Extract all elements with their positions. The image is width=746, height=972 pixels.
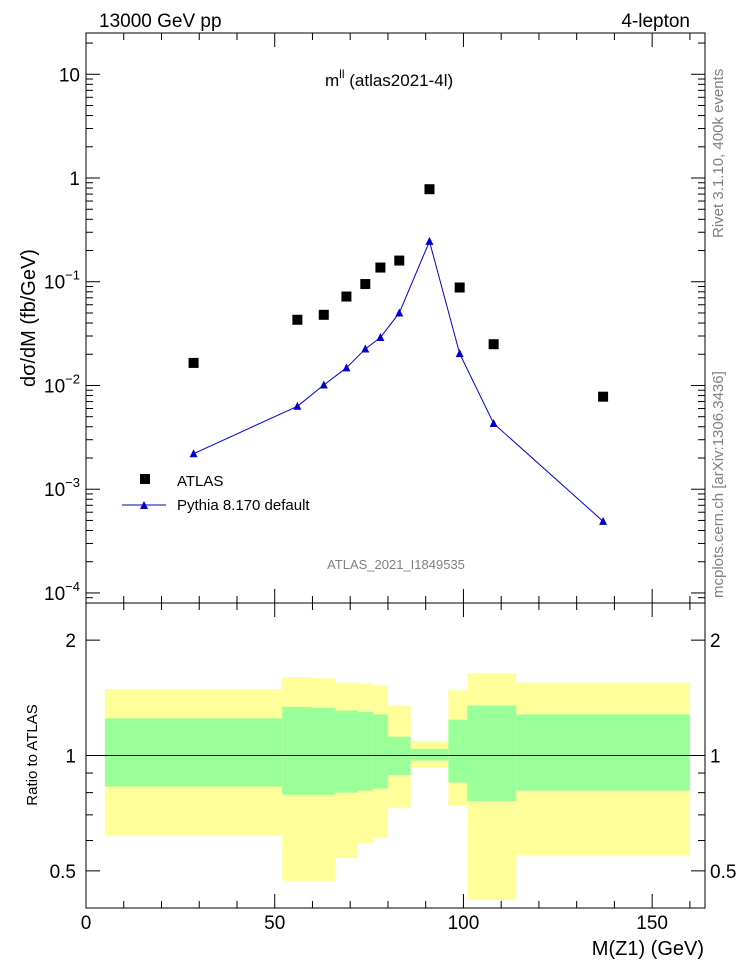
atlas-point xyxy=(360,279,371,290)
atlas-point xyxy=(375,262,386,273)
ratio-ytick-label-right: 2 xyxy=(710,631,721,652)
ratio-ytick-label-left: 0.5 xyxy=(50,862,76,883)
main-ytick-label: 10 xyxy=(59,65,80,86)
pythia-point xyxy=(376,333,385,342)
legend: ATLAS Pythia 8.170 default xyxy=(122,473,310,514)
atlas-point xyxy=(488,339,499,350)
header-right: 4-lepton xyxy=(621,11,690,32)
atlas-point xyxy=(292,314,303,325)
main-ylabel: dσ/dM (fb/GeV) xyxy=(18,249,40,387)
main-ytick-label: 10−4 xyxy=(44,579,80,605)
legend-atlas-label: ATLAS xyxy=(177,473,223,490)
legend-pythia-marker xyxy=(140,501,148,509)
pythia-point xyxy=(189,449,198,458)
atlas-point xyxy=(598,391,609,402)
pythia-point xyxy=(293,401,302,410)
pythia-point xyxy=(425,236,434,245)
ratio-band-green xyxy=(467,705,517,802)
main-panel: 10 1 10−1 10−2 10−3 10−4 dσ/dM (fb/GeV) mll (… xyxy=(18,32,706,617)
atlas-point xyxy=(394,255,405,266)
ratio-band-green xyxy=(335,710,358,793)
atlas-point xyxy=(424,184,435,195)
rivet-label: Rivet 3.1.10, 400k events xyxy=(710,69,727,238)
ratio-ytick-label-left: 1 xyxy=(65,747,76,768)
ratio-band-green xyxy=(448,719,468,783)
atlas-point xyxy=(454,282,465,293)
legend-atlas-marker xyxy=(140,474,150,484)
ratio-bands xyxy=(104,673,690,900)
xtick-label: 150 xyxy=(636,913,668,934)
xtick-label: 100 xyxy=(448,913,480,934)
pythia-line xyxy=(193,239,604,522)
atlas-point xyxy=(188,357,199,368)
ratio-band-green xyxy=(357,711,373,791)
ratio-band-green xyxy=(282,706,313,795)
pythia-point xyxy=(395,308,404,317)
ratio-band-green xyxy=(312,708,336,795)
main-ticks: 10 1 10−1 10−2 10−3 10−4 xyxy=(44,33,705,617)
ratio-panel: 0 50 100 150 0.5 0.5 1 1 2 2 Ratio to ATLAS M(Z1)… xyxy=(24,602,737,960)
main-ytick-label: 1 xyxy=(69,169,80,190)
main-ytick-label: 10−3 xyxy=(44,475,80,501)
atlas-point xyxy=(318,309,329,320)
ratio-band-green xyxy=(372,714,388,789)
ratio-ytick-label-left: 2 xyxy=(65,631,76,652)
ratio-band-green xyxy=(516,714,690,791)
ratio-ticks: 0 50 100 150 0.5 0.5 1 1 2 2 xyxy=(50,631,737,934)
pythia-point xyxy=(599,516,608,525)
main-ytick-label: 10−2 xyxy=(44,371,80,397)
mcplots-label: mcplots.cern.ch [arXiv:1306.3436] xyxy=(710,371,727,598)
xtick-label: 50 xyxy=(264,913,285,934)
ratio-ytick-label-right: 0.5 xyxy=(710,862,736,883)
ratio-ytick-label-right: 1 xyxy=(710,747,721,768)
pythia-point xyxy=(455,349,464,358)
pythia-point xyxy=(342,363,351,372)
header-left: 13000 GeV pp xyxy=(99,11,222,32)
pythia-point xyxy=(319,380,328,389)
xtick-label: 0 xyxy=(81,913,92,934)
ratio-band-green xyxy=(410,748,449,761)
legend-pythia-label: Pythia 8.170 default xyxy=(177,497,310,514)
ratio-ylabel: Ratio to ATLAS xyxy=(24,704,41,805)
plot-title: mll (atlas2021-4l) xyxy=(325,67,453,90)
main-ytick-label: 10−1 xyxy=(44,268,80,294)
watermark-label: ATLAS_2021_I1849535 xyxy=(327,557,465,572)
main-marks xyxy=(188,184,609,525)
ratio-band-green xyxy=(104,718,283,787)
atlas-point xyxy=(341,291,352,302)
pythia-point xyxy=(361,344,370,353)
pythia-point xyxy=(489,419,498,428)
x-axis-label: M(Z1) (GeV) xyxy=(592,938,704,960)
